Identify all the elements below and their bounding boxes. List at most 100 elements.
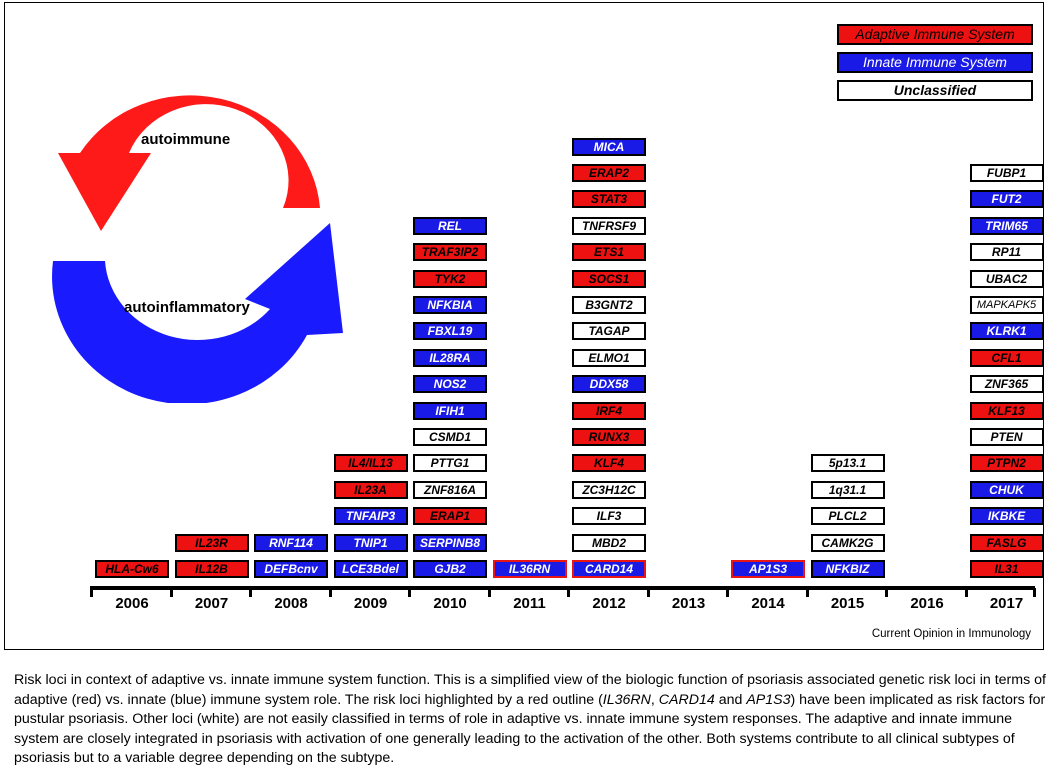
locus-box: ZNF816A (413, 480, 487, 499)
legend-unclassified-label: Unclassified (893, 82, 977, 98)
locus-box: TYK2 (413, 269, 487, 288)
locus-box: KLF13 (969, 401, 1044, 420)
timeline-tick (885, 588, 888, 597)
timeline-tick (964, 588, 968, 597)
autoimmune-arrow-icon (58, 95, 320, 231)
locus-box: IFIH1 (413, 401, 487, 420)
locus-box: IL28RA (413, 348, 487, 367)
locus-box: 1q31.1 (810, 480, 885, 499)
locus-box: IL31 (969, 560, 1044, 578)
locus-box: ERAP1 (413, 507, 487, 526)
locus-box: KLRK1 (969, 322, 1044, 341)
locus-box: LCE3Bdel (333, 560, 408, 578)
locus-box: IL4/IL13 (333, 454, 408, 473)
locus-box: CSMD1 (413, 428, 487, 446)
locus-box: MBD2 (572, 533, 646, 552)
caption-gene-ap1s3: AP1S3 (746, 691, 791, 708)
locus-box: CARD14 (572, 560, 646, 578)
timeline-tick (1033, 588, 1036, 597)
locus-box: GJB2 (413, 560, 487, 578)
locus-box: TNFAIP3 (333, 507, 408, 526)
locus-box: PLCL2 (810, 507, 885, 526)
locus-box: RNF114 (254, 533, 328, 552)
locus-box: IL23A (333, 480, 408, 499)
locus-box: ILF3 (572, 507, 646, 526)
caption-text-2: ) have been implicated as risk factors f… (14, 691, 1046, 767)
timeline-tick (567, 588, 570, 597)
cycle-arrows-diagram (52, 95, 343, 403)
caption-sep-1: , (650, 691, 659, 708)
year-label: 2007 (194, 595, 229, 612)
locus-box: FASLG (969, 533, 1044, 552)
autoimmune-label: autoimmune (141, 131, 231, 148)
locus-box: TNIP1 (333, 533, 408, 552)
locus-box: NFKBIZ (810, 560, 885, 578)
timeline-tick (805, 588, 809, 597)
locus-box: CFL1 (969, 348, 1044, 367)
locus-box: ELMO1 (572, 348, 646, 367)
locus-box: FUT2 (969, 190, 1044, 209)
locus-box: STAT3 (572, 190, 646, 209)
figure-caption: Risk loci in context of adaptive vs. inn… (14, 671, 1050, 769)
locus-box: PTTG1 (413, 454, 487, 473)
timeline-tick (249, 588, 252, 597)
legend-innate: Innate Immune System (837, 52, 1033, 73)
locus-box: REL (413, 216, 487, 235)
caption-text-1: Risk loci in context of adaptive vs. inn… (14, 672, 1046, 708)
year-label: 2017 (989, 595, 1024, 612)
year-label: 2009 (353, 595, 388, 612)
locus-box: ERAP2 (572, 164, 646, 182)
timeline-tick (487, 588, 491, 597)
legend-innate-label: Innate Immune System (863, 54, 1007, 70)
locus-box: IL36RN (492, 560, 567, 578)
locus-box: RP11 (969, 243, 1044, 262)
locus-box: IRF4 (572, 401, 646, 420)
year-label: 2012 (592, 595, 626, 612)
timeline-tick (408, 588, 411, 597)
locus-box: IKBKE (969, 507, 1044, 526)
locus-box: IL23R (174, 533, 249, 552)
locus-box: HLA-Cw6 (95, 560, 169, 578)
locus-box: DEFBcnv (254, 560, 328, 578)
locus-box: UBAC2 (969, 269, 1044, 288)
year-label: 2016 (910, 595, 944, 612)
source-credit: Current Opinion in Immunology (871, 628, 1031, 640)
locus-box: B3GNT2 (572, 296, 646, 314)
timeline-axis (90, 586, 1035, 590)
locus-box: AP1S3 (731, 560, 805, 578)
year-label: 2006 (115, 595, 149, 612)
locus-box: SOCS1 (572, 269, 646, 288)
timeline-tick (646, 588, 650, 597)
locus-box: TRAF3IP2 (413, 243, 487, 262)
locus-box: TRIM65 (969, 216, 1044, 235)
locus-box: TNFRSF9 (572, 216, 646, 235)
locus-box: FUBP1 (969, 164, 1044, 182)
caption-sep-2: and (714, 691, 747, 708)
locus-box: ETS1 (572, 243, 646, 262)
year-label: 2013 (671, 595, 706, 612)
locus-box: TAGAP (572, 322, 646, 341)
autoinflammatory-label: autoinflammatory (124, 299, 250, 316)
timeline-tick (328, 588, 332, 597)
year-label: 2015 (830, 595, 865, 612)
autoinflammatory-arrow-icon (52, 223, 343, 403)
caption-gene-card14: CARD14 (658, 691, 715, 708)
locus-box: PTEN (969, 428, 1044, 446)
locus-box: ZNF365 (969, 375, 1044, 394)
year-label: 2014 (751, 595, 785, 612)
legend-unclassified: Unclassified (837, 80, 1033, 101)
locus-box: CHUK (969, 480, 1044, 499)
locus-box: FBXL19 (413, 322, 487, 341)
locus-box: CAMK2G (810, 533, 885, 552)
year-label: 2008 (274, 595, 308, 612)
legend-adaptive-label: Adaptive Immune System (855, 26, 1015, 42)
timeline-tick (90, 588, 93, 597)
locus-box: NOS2 (413, 375, 487, 394)
locus-box: IL12B (174, 560, 249, 578)
year-label: 2011 (513, 595, 546, 612)
locus-box: NFKBIA (413, 296, 487, 314)
locus-box: ZC3H12C (572, 480, 646, 499)
caption-gene-il36rn: IL36RN (602, 691, 651, 708)
locus-box: SERPINB8 (413, 533, 487, 552)
locus-box: RUNX3 (572, 428, 646, 446)
